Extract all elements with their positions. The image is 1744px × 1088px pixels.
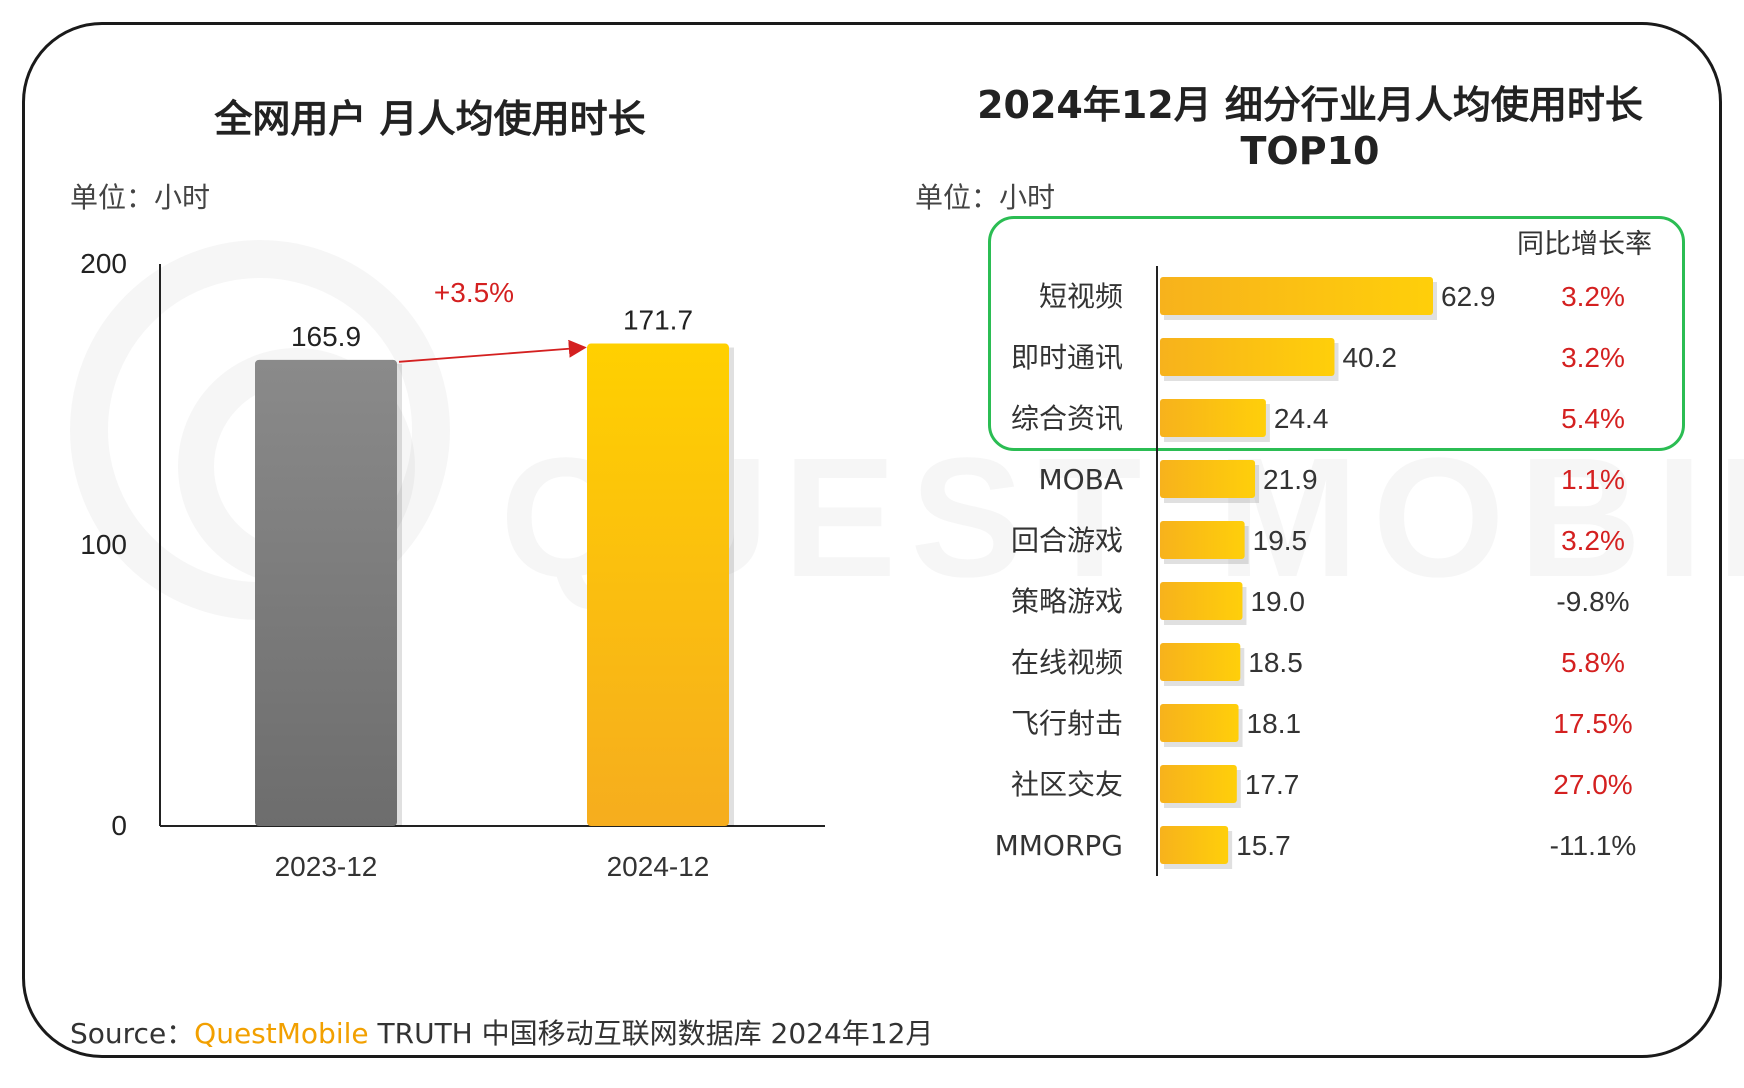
bar-MOBA: [1160, 460, 1256, 498]
top3-highlight-box: [988, 216, 1685, 451]
category-label: 短视频: [1039, 280, 1123, 313]
right-chart-unit: 单位：小时: [915, 181, 1056, 214]
bar-value-label: 19.5: [1253, 525, 1308, 556]
y-tick-label: 200: [80, 248, 127, 279]
bar-社区交友: [1160, 765, 1237, 803]
right-chart-title-line1: 2024年12月 细分行业月人均使用时长: [977, 83, 1643, 127]
bar-回合游戏: [1160, 521, 1245, 559]
bar-飞行射击: [1160, 704, 1239, 742]
bar-value-label: 24.4: [1274, 403, 1329, 434]
source-note: Source：QuestMobile TRUTH 中国移动互联网数据库 2024…: [70, 1012, 933, 1052]
source-prefix: Source：: [70, 1017, 195, 1050]
source-suffix: TRUTH 中国移动互联网数据库 2024年12月: [368, 1017, 934, 1050]
bar-在线视频: [1160, 643, 1241, 681]
category-label: MOBA: [1038, 463, 1123, 496]
bar-2024-12: [587, 343, 729, 826]
y-tick-label: 0: [111, 810, 127, 841]
bar-value-label: 18.1: [1247, 708, 1302, 739]
bar-value-label: 40.2: [1342, 342, 1397, 373]
bar-value-label: 15.7: [1236, 830, 1291, 861]
bar-value-label: 17.7: [1245, 769, 1300, 800]
right-chart-title: 2024年12月 细分行业月人均使用时长 TOP10: [960, 82, 1660, 174]
left-chart-title: 全网用户 月人均使用时长: [214, 97, 646, 141]
bar-2023-12: [255, 359, 397, 826]
change-arrow: [398, 339, 587, 363]
category-label: 回合游戏: [1011, 524, 1123, 557]
category-label: 飞行射击: [1011, 707, 1123, 740]
category-label: 在线视频: [1011, 646, 1123, 679]
right-chart-title-line2: TOP10: [1240, 129, 1380, 173]
y-tick-label: 100: [80, 529, 127, 560]
growth-rate-header: 同比增长率: [1517, 229, 1652, 260]
bar-综合资讯: [1160, 399, 1266, 437]
x-tick-label: 2023-12: [275, 851, 378, 882]
bar-value-label: 171.7: [623, 305, 693, 336]
change-label: +3.5%: [434, 277, 514, 308]
bar-value-label: 165.9: [291, 321, 361, 352]
growth-rate-label: 3.2%: [1561, 342, 1625, 373]
category-label: MMORPG: [995, 829, 1123, 862]
bar-value-label: 21.9: [1263, 464, 1318, 495]
bar-即时通讯: [1160, 338, 1335, 376]
bar-策略游戏: [1160, 582, 1243, 620]
x-tick-label: 2024-12: [607, 851, 710, 882]
bar-value-label: 62.9: [1441, 281, 1496, 312]
left-chart-unit: 单位：小时: [70, 181, 211, 214]
category-label: 即时通讯: [1011, 341, 1123, 374]
growth-rate-label: -11.1%: [1550, 830, 1637, 861]
growth-rate-label: -9.8%: [1556, 586, 1629, 617]
growth-rate-label: 27.0%: [1553, 769, 1632, 800]
category-label: 综合资讯: [1011, 402, 1123, 435]
bar-MMORPG: [1160, 826, 1229, 864]
bar-短视频: [1160, 277, 1433, 315]
bar-value-label: 18.5: [1248, 647, 1303, 678]
category-label: 社区交友: [1011, 768, 1123, 801]
growth-rate-label: 5.8%: [1561, 647, 1625, 678]
source-brand: QuestMobile: [194, 1017, 369, 1050]
growth-rate-label: 1.1%: [1561, 464, 1625, 495]
category-label: 策略游戏: [1011, 585, 1123, 618]
growth-rate-label: 5.4%: [1561, 403, 1625, 434]
bar-value-label: 19.0: [1250, 586, 1305, 617]
growth-rate-label: 3.2%: [1561, 525, 1625, 556]
growth-rate-label: 17.5%: [1553, 708, 1632, 739]
chart-frame: [22, 22, 1722, 1058]
growth-rate-label: 3.2%: [1561, 281, 1625, 312]
